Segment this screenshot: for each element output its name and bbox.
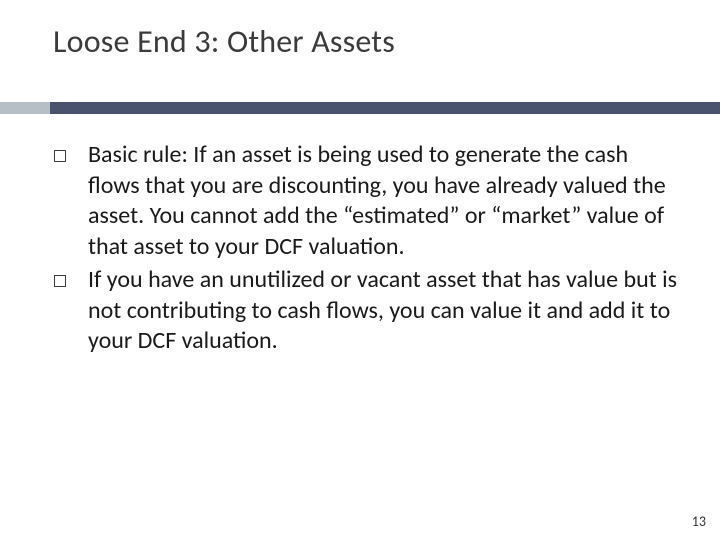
slide: Loose End 3: Other Assets Basic rule: If… <box>0 0 720 540</box>
square-bullet-icon <box>54 150 66 162</box>
bullet-text: Basic rule: If an asset is being used to… <box>88 140 680 263</box>
bullet-text: If you have an unutilized or vacant asse… <box>88 265 680 357</box>
slide-title: Loose End 3: Other Assets <box>53 22 395 61</box>
bullet-item: If you have an unutilized or vacant asse… <box>54 265 680 357</box>
title-underline-accent <box>0 102 50 114</box>
bullet-item: Basic rule: If an asset is being used to… <box>54 140 680 263</box>
square-bullet-icon <box>54 275 66 287</box>
title-underline-bar <box>0 102 720 114</box>
page-number: 13 <box>692 513 706 530</box>
content-area: Basic rule: If an asset is being used to… <box>54 140 680 359</box>
